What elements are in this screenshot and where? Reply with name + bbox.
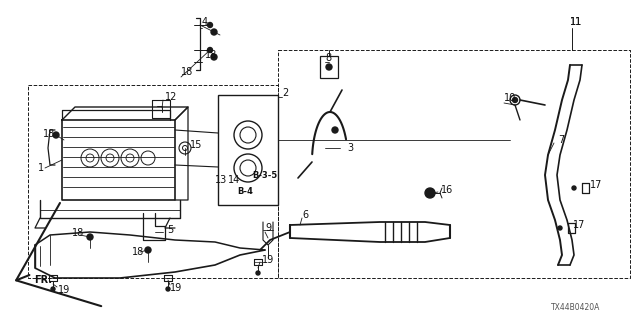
Text: 1: 1 — [38, 163, 44, 173]
Text: 10: 10 — [504, 93, 516, 103]
Text: 18: 18 — [132, 247, 144, 257]
Text: 11: 11 — [570, 17, 582, 27]
Text: 17: 17 — [573, 220, 586, 230]
Text: 8: 8 — [325, 53, 331, 63]
Circle shape — [513, 98, 518, 102]
Circle shape — [53, 132, 59, 138]
Circle shape — [572, 186, 576, 190]
Text: 13: 13 — [215, 175, 227, 185]
Text: 16: 16 — [441, 185, 453, 195]
Circle shape — [145, 247, 151, 253]
Bar — [218, 95, 278, 205]
Text: 19: 19 — [170, 283, 182, 293]
Circle shape — [256, 271, 260, 275]
Text: B-4: B-4 — [237, 188, 253, 196]
Text: FR.: FR. — [34, 275, 52, 285]
Text: 15: 15 — [190, 140, 202, 150]
Text: 5: 5 — [167, 225, 173, 235]
Circle shape — [166, 287, 170, 291]
Circle shape — [326, 64, 332, 70]
Text: 17: 17 — [590, 180, 602, 190]
Text: 2: 2 — [282, 88, 288, 98]
Circle shape — [332, 127, 338, 133]
Circle shape — [211, 54, 217, 60]
Text: 3: 3 — [347, 143, 353, 153]
Text: 12: 12 — [165, 92, 177, 102]
Circle shape — [207, 47, 212, 52]
Text: 9: 9 — [265, 223, 271, 233]
Circle shape — [425, 188, 435, 198]
Text: 7: 7 — [558, 135, 564, 145]
Circle shape — [211, 29, 217, 35]
Text: 18: 18 — [43, 129, 55, 139]
Text: 6: 6 — [302, 210, 308, 220]
Circle shape — [87, 234, 93, 240]
Text: 18: 18 — [181, 67, 193, 77]
Bar — [320, 56, 338, 78]
Circle shape — [207, 22, 212, 28]
Text: 19: 19 — [262, 255, 275, 265]
Text: 14: 14 — [228, 175, 240, 185]
Circle shape — [558, 226, 562, 230]
Text: 11: 11 — [570, 17, 582, 27]
Circle shape — [51, 287, 55, 291]
Text: 4: 4 — [202, 17, 208, 27]
Text: 18: 18 — [72, 228, 84, 238]
Text: B-3-5: B-3-5 — [252, 171, 277, 180]
Text: 18: 18 — [205, 50, 217, 60]
Text: 19: 19 — [58, 285, 70, 295]
Text: TX44B0420A: TX44B0420A — [550, 303, 600, 313]
